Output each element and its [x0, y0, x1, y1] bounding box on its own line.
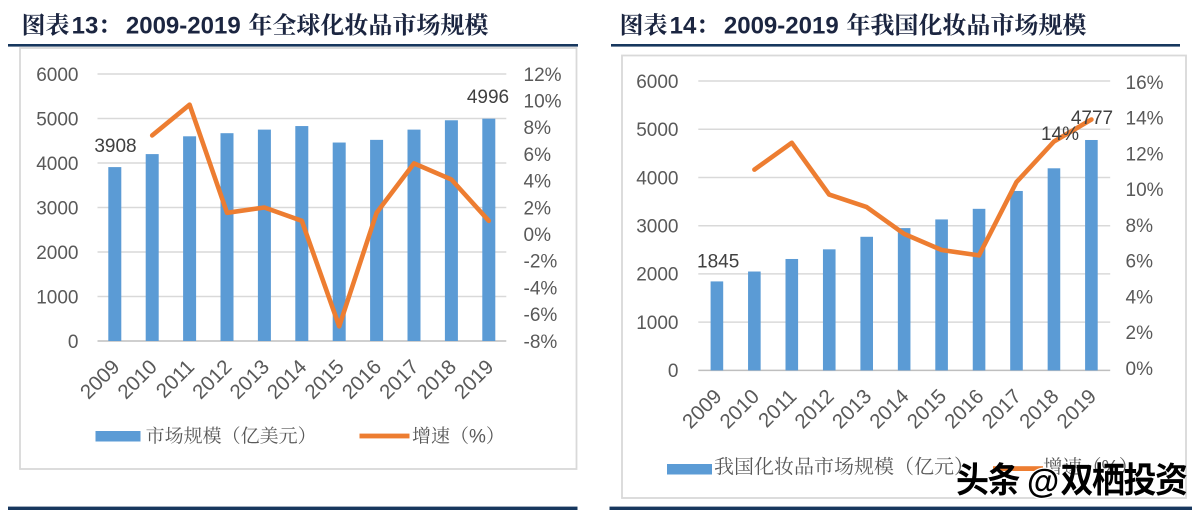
svg-text:6000: 6000 — [36, 65, 78, 86]
svg-text:2000: 2000 — [636, 265, 678, 286]
svg-text:-6%: -6% — [524, 305, 558, 326]
svg-text:10%: 10% — [1126, 180, 1164, 201]
svg-text:4000: 4000 — [36, 154, 78, 175]
svg-text:1000: 1000 — [36, 287, 78, 308]
svg-text:-4%: -4% — [524, 278, 558, 299]
svg-text:1845: 1845 — [697, 251, 739, 272]
svg-text:0: 0 — [68, 332, 79, 353]
svg-text:1000: 1000 — [636, 313, 678, 334]
svg-text:12%: 12% — [524, 65, 562, 86]
svg-text:4%: 4% — [1126, 287, 1154, 308]
svg-text:12%: 12% — [1126, 144, 1164, 165]
svg-text:14%: 14% — [1041, 124, 1079, 145]
svg-text:8%: 8% — [1126, 216, 1154, 237]
svg-text:5000: 5000 — [36, 109, 78, 130]
svg-text:10%: 10% — [524, 92, 562, 113]
svg-text:6%: 6% — [524, 145, 552, 166]
svg-text:3000: 3000 — [636, 217, 678, 238]
svg-text:2000: 2000 — [36, 243, 78, 264]
svg-text:14%: 14% — [1126, 109, 1164, 130]
svg-text:-2%: -2% — [524, 252, 558, 273]
svg-text:2%: 2% — [1126, 323, 1154, 344]
svg-text:4777: 4777 — [1071, 108, 1113, 129]
svg-text:3908: 3908 — [94, 136, 136, 157]
svg-text:0%: 0% — [524, 225, 552, 246]
svg-text:16%: 16% — [1126, 73, 1164, 94]
svg-text:2009-2019: 2009-2019 — [724, 13, 839, 40]
svg-text:6%: 6% — [1126, 252, 1154, 273]
svg-text:4996: 4996 — [467, 87, 509, 108]
svg-text:6000: 6000 — [636, 72, 678, 93]
svg-text:4000: 4000 — [636, 168, 678, 189]
svg-text:0%: 0% — [1126, 359, 1154, 380]
svg-text:4%: 4% — [524, 172, 552, 193]
svg-text:0: 0 — [668, 361, 679, 382]
svg-text:-8%: -8% — [524, 332, 558, 353]
svg-text:3000: 3000 — [36, 198, 78, 219]
svg-text:%: % — [469, 426, 486, 447]
svg-text:2%: 2% — [524, 198, 552, 219]
svg-text:14: 14 — [670, 13, 697, 40]
svg-text:2009-2019: 2009-2019 — [126, 13, 241, 40]
svg-text:13: 13 — [72, 13, 99, 40]
svg-text:5000: 5000 — [636, 120, 678, 141]
svg-text:@: @ — [1027, 462, 1059, 499]
svg-text:8%: 8% — [524, 118, 552, 139]
